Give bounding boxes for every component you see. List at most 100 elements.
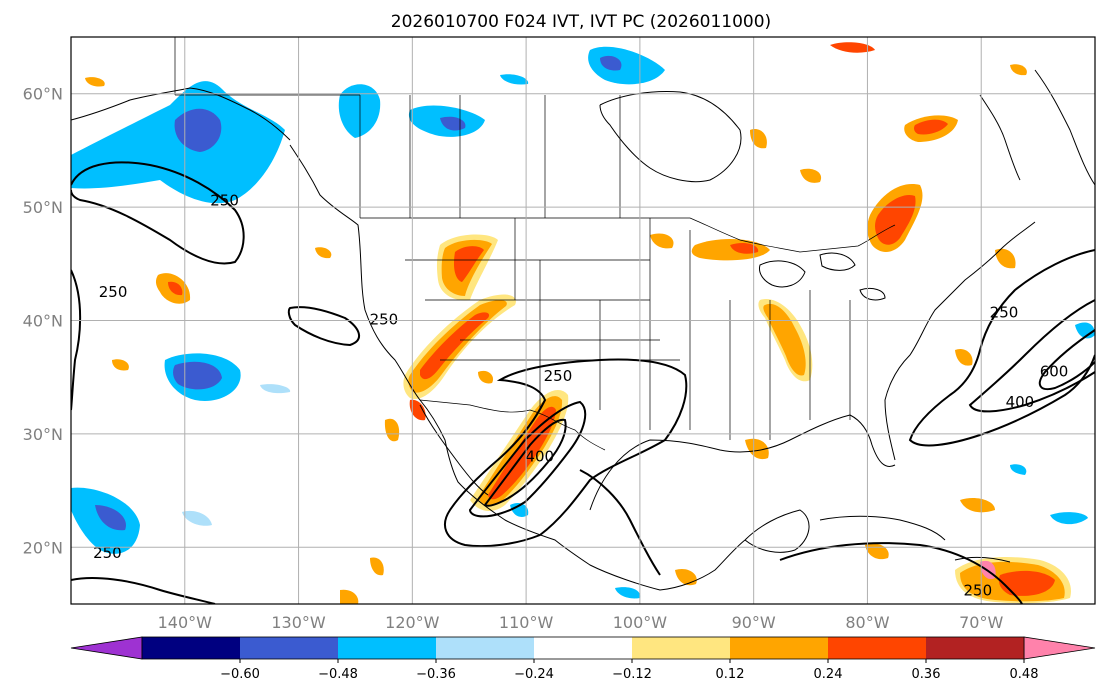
- negative-anomaly-north-canada: [338, 84, 381, 138]
- colorbar-tick-label: 0.24: [814, 667, 843, 682]
- colorbar-tick-labels: −0.60 −0.48 −0.36 −0.24 −0.12 0.12 0.24 0.36 0.4…: [220, 659, 1039, 682]
- lon-tick-label: 140°W: [158, 613, 213, 632]
- contour-250-west-edge: [71, 269, 82, 411]
- colorbar-tick-label: −0.60: [220, 667, 260, 682]
- negative-anomaly-gulf-of-alaska-core: [174, 108, 222, 152]
- negative-anomaly-southwest-core: [95, 505, 126, 531]
- positive-anomaly-labrador-core: [914, 119, 948, 135]
- contour-label: 250: [544, 367, 573, 385]
- negative-anomaly-small-6: [500, 74, 529, 85]
- colorbar-tick-label: −0.24: [514, 667, 554, 682]
- contour-400-mexico: [468, 400, 587, 518]
- contour-400-atlantic: [968, 299, 1095, 413]
- colorbar-segment: [632, 637, 730, 659]
- positive-anomaly-small-4: [409, 399, 426, 421]
- map-frame: [70, 36, 1096, 605]
- colorbar-segment: [436, 637, 534, 659]
- cuba: [819, 515, 946, 541]
- colorbar-segment: [240, 637, 338, 659]
- positive-anomaly-small-17: [315, 247, 332, 259]
- negative-anomaly-north-canada-2-core: [440, 116, 466, 131]
- colorbar-tick-label: −0.36: [416, 667, 456, 682]
- contour-label: 400: [525, 448, 554, 466]
- colorbar-extend-high: [1023, 636, 1096, 660]
- positive-anomaly-gulf: [745, 438, 769, 460]
- coastlines: [71, 69, 1095, 591]
- colorbar-extend-low: [70, 636, 143, 660]
- canada-province-lines: [174, 37, 621, 218]
- greenland-edge: [1034, 69, 1095, 186]
- us-state-lines: [405, 218, 851, 440]
- contour-250-southwest: [444, 358, 688, 548]
- colorbar-tick-label: 0.48: [1010, 667, 1039, 682]
- colorbar-segment: [142, 637, 240, 659]
- contour-label: 400: [1006, 393, 1035, 411]
- alaska-coast: [71, 87, 291, 141]
- colorbar-segment: [730, 637, 828, 659]
- contour-label: 250: [93, 544, 122, 562]
- contour-250-north-pacific: [71, 161, 245, 265]
- positive-anomaly-small-14: [750, 129, 767, 149]
- positive-anomaly-mexico-plume-3: [488, 406, 556, 500]
- lon-tick-label: 80°W: [845, 613, 889, 632]
- ivt-pc-shading: [71, 42, 1095, 604]
- positive-anomaly-pacific-1-core: [168, 281, 183, 296]
- colorbar-tick-label: −0.48: [318, 667, 358, 682]
- lon-tick-label: 110°W: [499, 613, 554, 632]
- colorbar-segment: [828, 637, 926, 659]
- positive-anomaly-bahamas: [960, 498, 995, 513]
- positive-anomaly-small-10: [370, 557, 384, 576]
- contour-label: 250: [210, 191, 239, 209]
- positive-anomaly-small-15: [1010, 64, 1027, 76]
- contour-600-mexico: [483, 418, 567, 507]
- negative-anomaly-small-7: [615, 587, 641, 599]
- east-coast: [884, 221, 1036, 461]
- colorbar-segment: [534, 637, 632, 659]
- west-coast-coastline: [289, 144, 746, 591]
- positive-anomaly-small-12: [112, 359, 129, 371]
- colorbar-tick-label: 0.36: [912, 667, 941, 682]
- contour-label: 250: [990, 304, 1019, 322]
- negative-anomaly-baja: [510, 503, 529, 517]
- labrador-coast: [979, 94, 1021, 181]
- lat-tick-label: 40°N: [23, 312, 63, 331]
- colorbar-frame: [141, 636, 1025, 660]
- contour-250-atlantic: [908, 249, 1095, 447]
- political-borders: [174, 37, 896, 451]
- yucatan: [744, 509, 810, 553]
- great-lakes: [759, 252, 886, 301]
- lon-tick-label: 90°W: [732, 613, 776, 632]
- positive-anomaly-small-13: [478, 370, 494, 384]
- colorbar-segment: [338, 637, 436, 659]
- positive-anomaly-small-9: [955, 348, 973, 366]
- latitude-tick-labels: 20°N 30°N 40°N 50°N 60°N: [23, 85, 63, 558]
- positive-anomaly-small-8: [995, 248, 1016, 269]
- colorbar-tick-label: −0.12: [612, 667, 652, 682]
- negative-anomaly-small-5: [1050, 512, 1088, 525]
- positive-anomaly-small-16: [85, 77, 105, 87]
- contour-label: 250: [963, 581, 992, 599]
- hispaniola: [954, 556, 1011, 563]
- positive-anomaly-small-5: [830, 42, 875, 53]
- lat-tick-label: 50°N: [23, 198, 63, 217]
- colorbar-segment: [926, 637, 1024, 659]
- lon-tick-label: 130°W: [271, 613, 326, 632]
- colorbar: [70, 636, 1096, 660]
- map-gridlines: [71, 37, 1095, 604]
- contour-label: 250: [370, 310, 399, 328]
- contour-label: 600: [1040, 363, 1069, 381]
- lon-tick-label: 120°W: [385, 613, 440, 632]
- contour-250-caribbean: [779, 542, 1023, 604]
- negative-anomaly-hudson-core: [600, 55, 622, 71]
- contour-600-atlantic: [1038, 329, 1095, 391]
- colorbar-tick-label: 0.12: [716, 667, 745, 682]
- lat-tick-label: 20°N: [23, 538, 63, 557]
- negative-anomaly-gulf-of-alaska: [71, 81, 285, 204]
- lon-tick-label: 70°W: [959, 613, 1003, 632]
- contour-250-oregon: [287, 306, 360, 347]
- contour-250-gulf: [579, 469, 661, 576]
- positive-anomaly-great-basin-3: [453, 246, 484, 282]
- longitude-tick-labels: 140°W 130°W 120°W 110°W 100°W 90°W 80°W 70°W: [158, 613, 1004, 632]
- positive-anomaly-small-3: [384, 418, 400, 442]
